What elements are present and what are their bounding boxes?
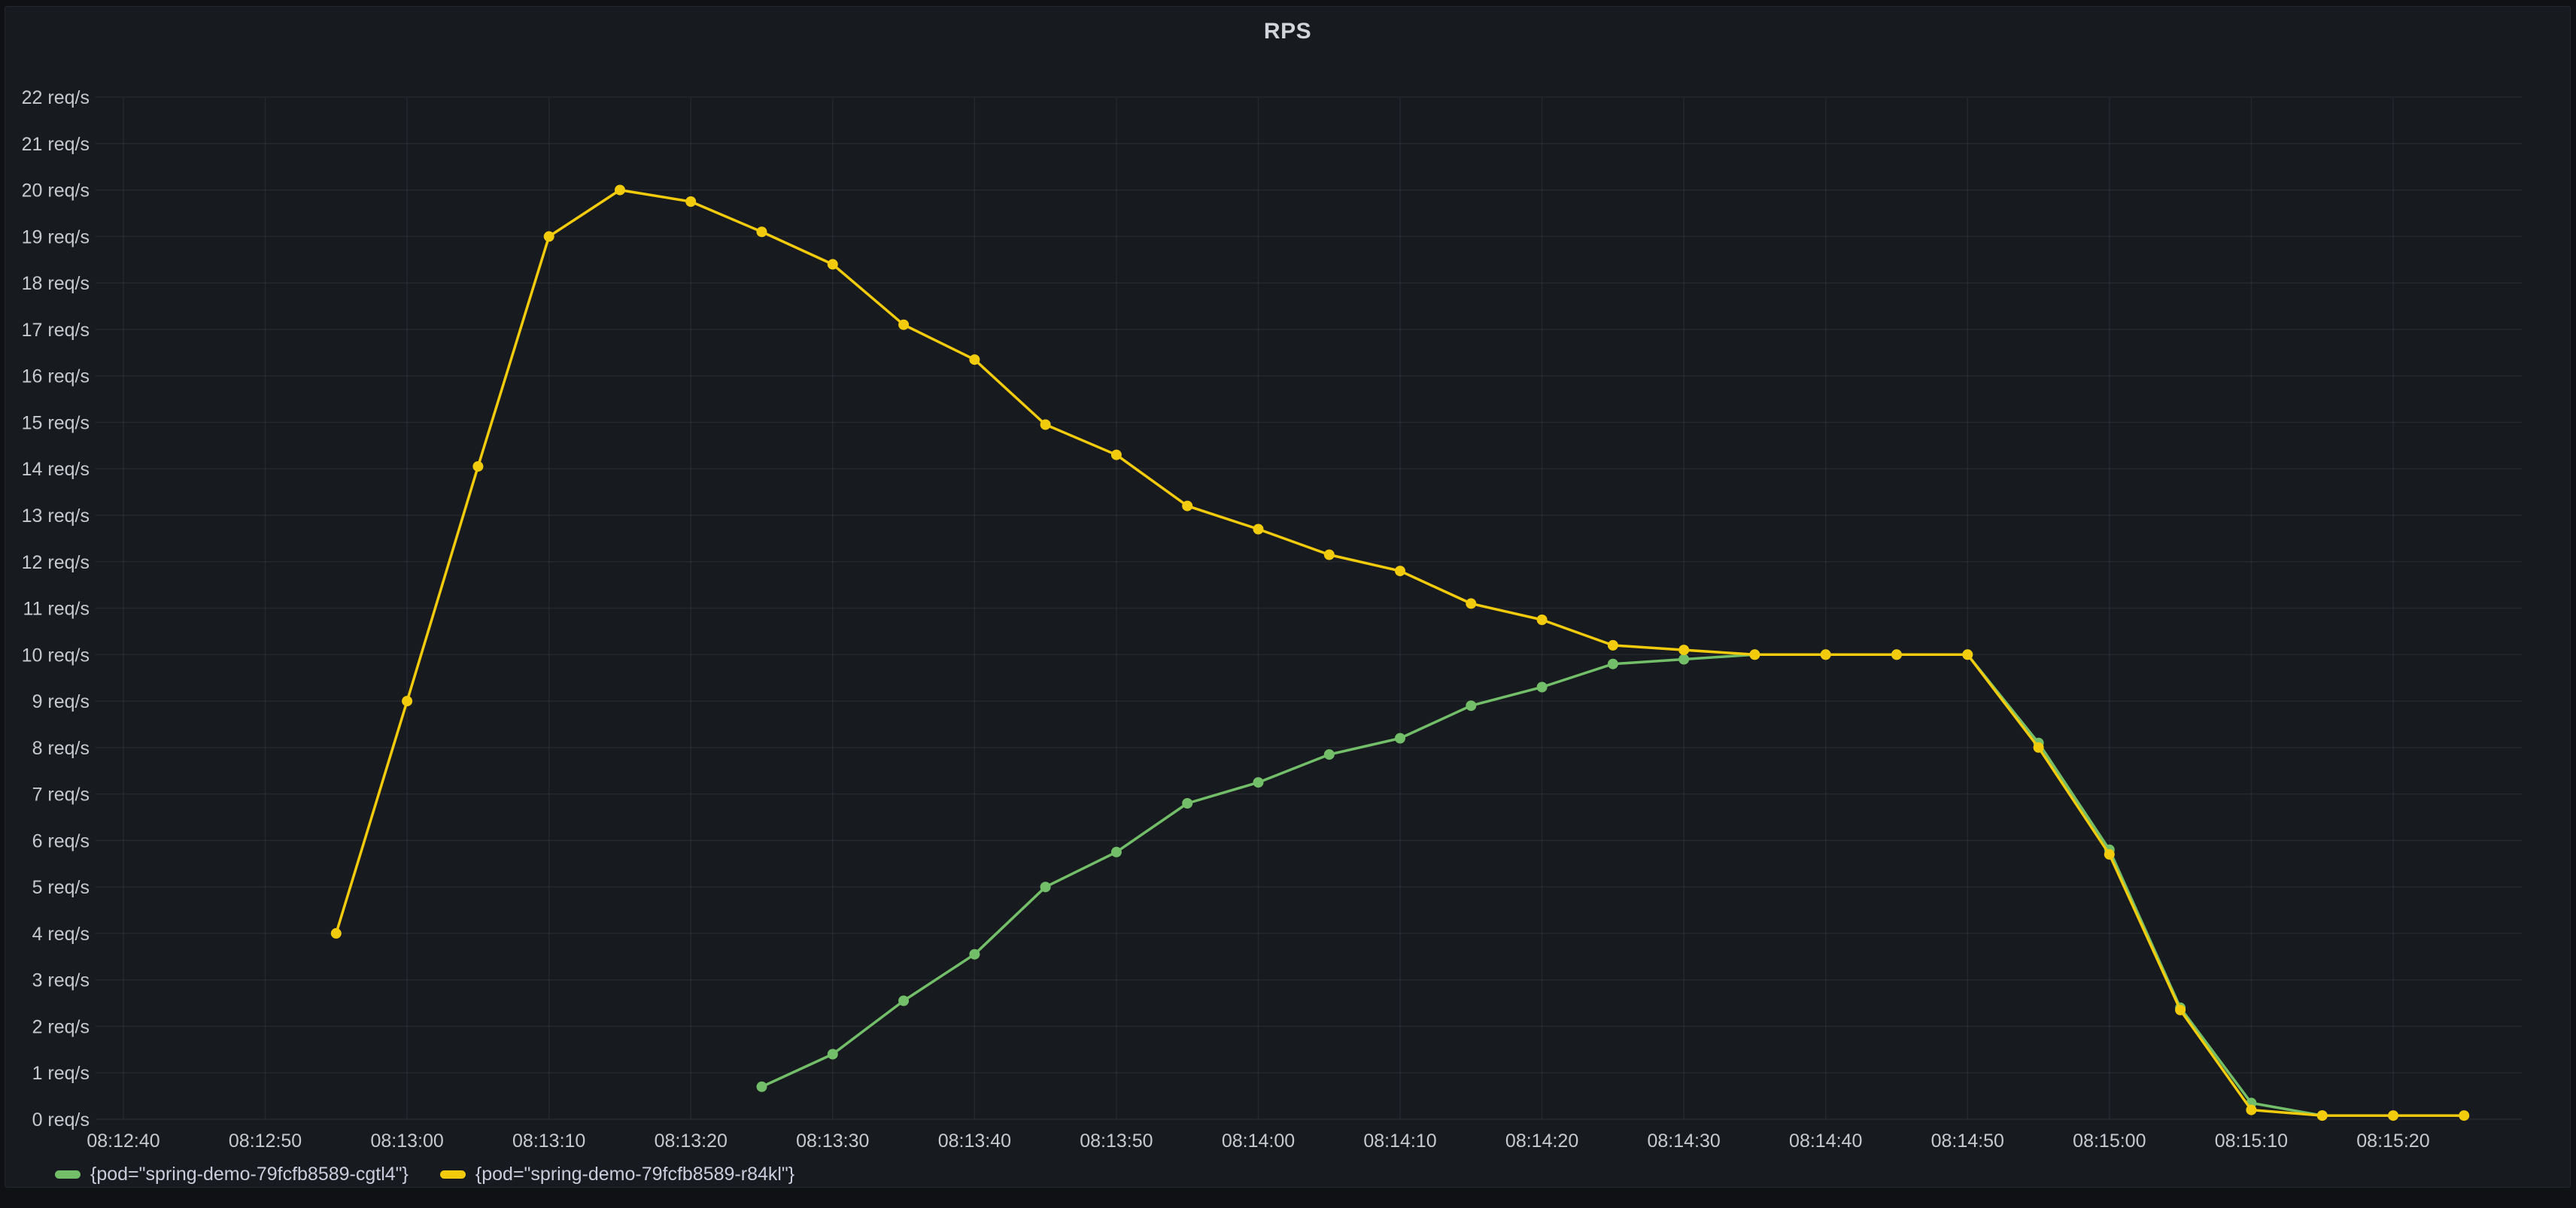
y-axis-label: 6 req/s: [32, 830, 90, 851]
series-point[interactable]: [2033, 742, 2044, 753]
series-point[interactable]: [827, 259, 838, 270]
series-point[interactable]: [1395, 733, 1405, 744]
x-axis-label: 08:14:10: [1363, 1131, 1436, 1152]
x-axis-label: 08:14:00: [1222, 1131, 1295, 1152]
legend: {pod="spring-demo-79fcfb8589-cgtl4"} {pod…: [55, 1165, 794, 1184]
series-point[interactable]: [898, 319, 910, 330]
series-point[interactable]: [1253, 524, 1264, 535]
legend-series-swatch-icon: [55, 1170, 80, 1179]
x-axis-label: 08:15:20: [2356, 1131, 2429, 1152]
y-axis-label: 2 req/s: [32, 1016, 90, 1037]
series-point[interactable]: [1536, 681, 1548, 693]
series-point[interactable]: [1607, 639, 1618, 651]
y-axis-label: 17 req/s: [22, 320, 90, 341]
series-point[interactable]: [2388, 1110, 2398, 1121]
series-point[interactable]: [1466, 598, 1477, 609]
legend-item[interactable]: {pod="spring-demo-79fcfb8589-r84kl"}: [439, 1164, 795, 1185]
time-series-plot-area[interactable]: 0 req/s 1 req/s 2 req/s 3 req/s 4 req/s 5 req…: [5, 7, 2576, 1208]
y-axis-label: 22 req/s: [22, 87, 90, 108]
panel-title: RPS: [1263, 19, 1312, 44]
y-axis-label: 4 req/s: [32, 924, 90, 945]
series-point[interactable]: [2246, 1104, 2257, 1115]
series-point[interactable]: [1891, 649, 1902, 660]
series-point[interactable]: [1253, 777, 1264, 788]
series-point[interactable]: [969, 354, 980, 366]
x-axis-label: 08:14:50: [1931, 1131, 2004, 1152]
y-axis-label: 16 req/s: [22, 366, 90, 387]
y-axis-label: 9 req/s: [32, 691, 90, 712]
series-point[interactable]: [543, 231, 554, 242]
y-axis-label: 12 req/s: [22, 552, 90, 573]
y-axis-label: 8 req/s: [32, 738, 90, 759]
y-axis-label: 15 req/s: [22, 412, 90, 433]
series-point[interactable]: [2175, 1004, 2186, 1015]
legend-item[interactable]: {pod="spring-demo-79fcfb8589-cgtl4"}: [55, 1165, 409, 1184]
y-axis-label: 3 req/s: [32, 970, 90, 991]
series-point[interactable]: [1110, 846, 1122, 857]
series-point[interactable]: [2104, 848, 2115, 860]
legend-series-label: {pod="spring-demo-79fcfb8589-cgtl4"}: [90, 1164, 409, 1185]
series-point[interactable]: [756, 1081, 767, 1092]
series-point[interactable]: [1040, 419, 1051, 430]
series-point[interactable]: [1607, 658, 1618, 669]
x-axis-label: 08:15:00: [2073, 1131, 2146, 1152]
series-point[interactable]: [2316, 1110, 2328, 1121]
y-axis-label: 21 req/s: [22, 134, 90, 155]
series-point[interactable]: [615, 184, 625, 196]
x-axis-label: 08:15:10: [2215, 1131, 2288, 1152]
x-axis-label: 08:14:40: [1789, 1131, 1862, 1152]
y-axis-label: 13 req/s: [22, 505, 90, 527]
rps-panel: RPS 0 req/s 1 req/s 2 req/s 3 req/s 4 req/s 5…: [5, 6, 2571, 1188]
series-point[interactable]: [1040, 882, 1051, 893]
y-axis-label: 5 req/s: [32, 877, 90, 898]
series-point[interactable]: [1182, 500, 1193, 511]
y-axis-label: 11 req/s: [23, 599, 90, 620]
x-axis-label: 08:13:50: [1080, 1131, 1153, 1152]
y-axis-label: 19 req/s: [22, 226, 90, 247]
series-point[interactable]: [1678, 645, 1690, 656]
x-axis-label: 08:13:00: [370, 1131, 443, 1152]
y-axis-label: 0 req/s: [32, 1109, 90, 1131]
series-point[interactable]: [1323, 749, 1335, 760]
series-point[interactable]: [969, 948, 980, 960]
legend-series-swatch-icon: [439, 1170, 466, 1179]
y-axis-label: 14 req/s: [22, 459, 90, 480]
legend-series-label: {pod="spring-demo-79fcfb8589-r84kl"}: [475, 1164, 795, 1185]
series-point[interactable]: [402, 696, 413, 707]
x-axis-label: 08:12:40: [87, 1131, 159, 1152]
series-point[interactable]: [1182, 798, 1193, 809]
x-axis-label: 08:14:20: [1505, 1131, 1578, 1152]
x-axis-label: 08:13:30: [796, 1131, 869, 1152]
series-point[interactable]: [756, 226, 767, 238]
series-point[interactable]: [1466, 700, 1477, 712]
series-point[interactable]: [472, 461, 484, 472]
series-point[interactable]: [685, 196, 697, 207]
y-axis-label: 20 req/s: [22, 181, 90, 202]
series-point[interactable]: [1962, 649, 1973, 660]
series-point[interactable]: [2459, 1110, 2470, 1121]
y-axis-label: 1 req/s: [32, 1063, 90, 1084]
series-point[interactable]: [1323, 549, 1335, 560]
x-axis-label: 08:12:50: [229, 1131, 302, 1152]
series-point[interactable]: [1110, 449, 1122, 460]
series-point[interactable]: [330, 927, 342, 939]
series-point[interactable]: [1395, 566, 1405, 577]
series-point[interactable]: [827, 1049, 838, 1060]
series-point[interactable]: [1678, 654, 1690, 665]
x-axis-label: 08:13:20: [655, 1131, 728, 1152]
series-point[interactable]: [1536, 615, 1548, 625]
x-axis-label: 08:13:10: [512, 1131, 585, 1152]
y-axis-label: 10 req/s: [22, 645, 90, 666]
series-point[interactable]: [1820, 649, 1831, 660]
series-point[interactable]: [898, 995, 910, 1006]
y-axis-label: 18 req/s: [22, 273, 90, 294]
series-point[interactable]: [1749, 649, 1760, 660]
x-axis-label: 08:13:40: [938, 1131, 1011, 1152]
y-axis-label: 7 req/s: [32, 785, 90, 806]
x-axis-label: 08:14:30: [1647, 1131, 1720, 1152]
